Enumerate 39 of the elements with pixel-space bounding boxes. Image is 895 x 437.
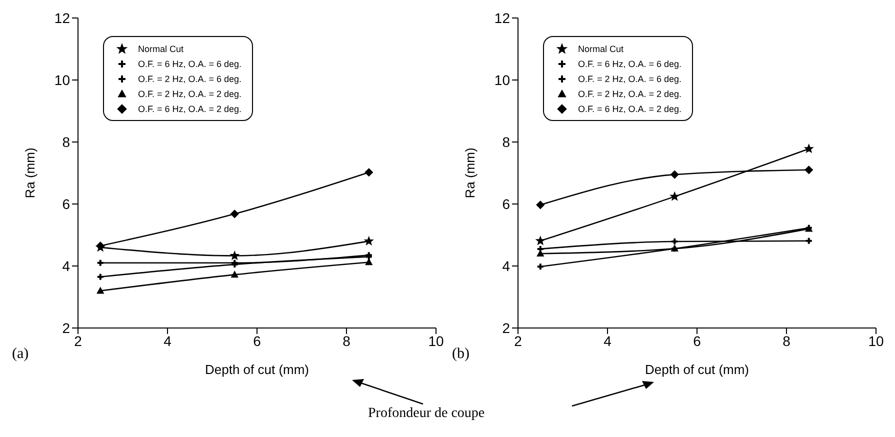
legend-label: O.F. = 6 Hz, O.A. = 2 deg.: [578, 104, 682, 114]
x-tick-label: 6: [253, 332, 262, 349]
y-tick-label: 10: [494, 72, 510, 88]
y-tick-label: 2: [502, 320, 510, 336]
text: (a): [12, 346, 29, 363]
x-tick-label: 8: [782, 332, 791, 349]
legend-label: O.F. = 2 Hz, O.A. = 2 deg.: [578, 88, 682, 98]
y-tick-label: 4: [62, 258, 70, 274]
y-tick-label: 10: [54, 72, 70, 88]
y-tick-label: 6: [502, 196, 510, 212]
y-axis-title: Ra (mm): [462, 148, 478, 198]
x-tick-label: 10: [428, 332, 444, 349]
y-tick-label: 12: [494, 10, 510, 26]
x-tick-label: 4: [604, 332, 612, 349]
y-axis-title: Ra (mm): [22, 148, 38, 198]
legend-label: O.F. = 2 Hz, O.A. = 6 deg.: [578, 74, 682, 84]
legend-label: O.F. = 2 Hz, O.A. = 2 deg.: [138, 88, 242, 98]
y-tick-label: 6: [62, 196, 70, 212]
legend-label: O.F. = 6 Hz, O.A. = 6 deg.: [138, 58, 242, 68]
text: Profondeur de coupe: [368, 406, 485, 422]
x-tick-label: 2: [514, 332, 522, 349]
legend-label: O.F. = 2 Hz, O.A. = 6 deg.: [138, 74, 242, 84]
legend-label: O.F. = 6 Hz, O.A. = 2 deg.: [138, 104, 242, 114]
y-tick-label: 8: [502, 134, 510, 150]
y-tick-label: 4: [502, 258, 510, 274]
x-tick-label: 2: [74, 332, 82, 349]
x-tick-label: 8: [342, 332, 351, 349]
y-tick-label: 12: [54, 10, 70, 26]
x-tick-label: 4: [164, 332, 172, 349]
legend-label: Normal Cut: [578, 44, 624, 54]
x-axis-title: Depth of cut (mm): [204, 362, 310, 377]
y-tick-label: 2: [62, 320, 70, 336]
y-tick-label: 8: [62, 134, 70, 150]
legend-label: O.F. = 6 Hz, O.A. = 6 deg.: [578, 58, 682, 68]
x-tick-label: 6: [693, 332, 702, 349]
x-axis-title: Depth of cut (mm): [644, 362, 750, 377]
text: (b): [452, 346, 470, 363]
legend-label: Normal Cut: [138, 44, 184, 54]
x-tick-label: 10: [868, 332, 884, 349]
